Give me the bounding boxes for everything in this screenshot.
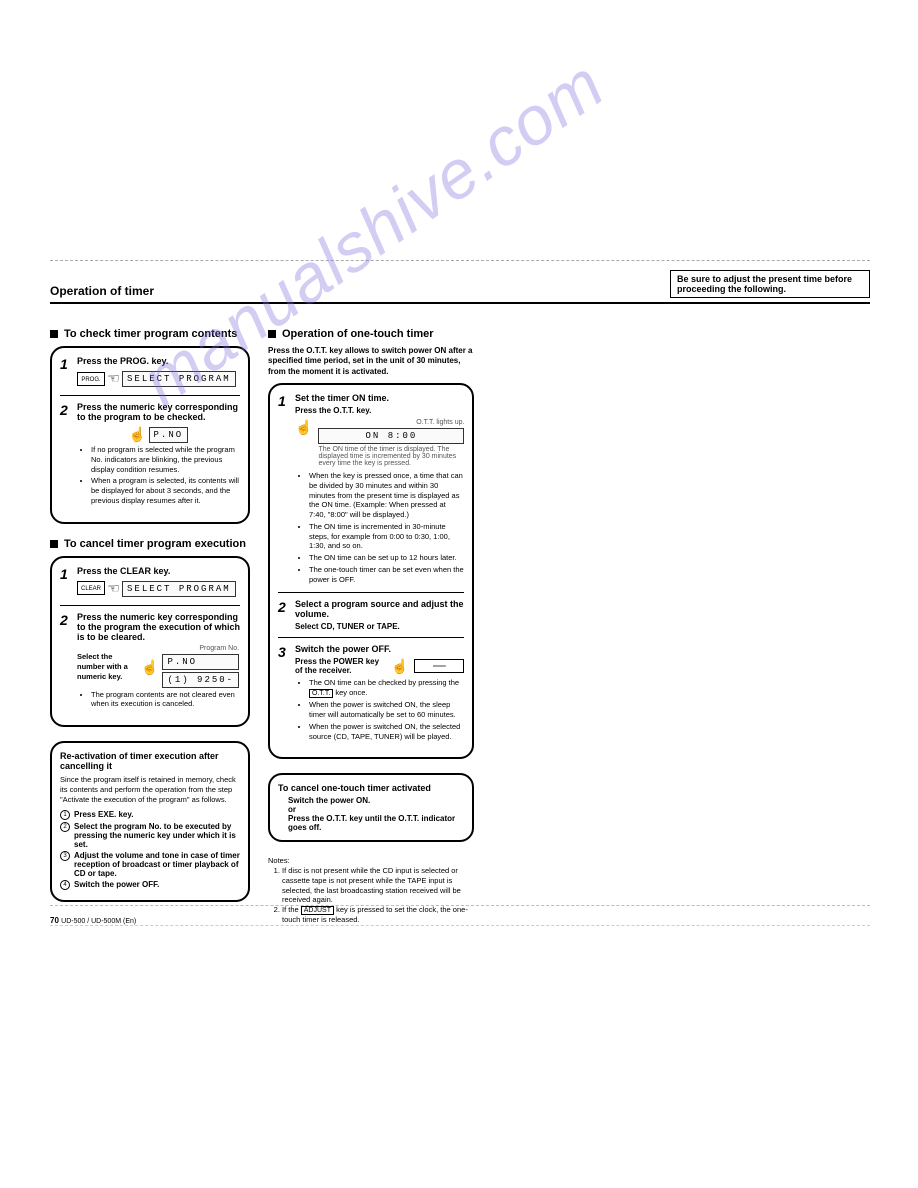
step-title: Switch the power OFF.: [295, 644, 464, 654]
cancel-line2: Press the O.T.T. key until the O.T.T. in…: [288, 814, 464, 832]
circle-number-icon: 4: [60, 880, 70, 890]
list-item: Switch the power OFF.: [74, 880, 159, 890]
list-item: Adjust the volume and tone in case of ti…: [74, 851, 240, 878]
list-item: Select the program No. to be executed by…: [74, 822, 240, 849]
reactivation-box: Re-activation of timer execution after c…: [50, 741, 250, 902]
bullet-item: The ON time can be set up to 12 hours la…: [309, 553, 464, 563]
step-title: Press the numeric key corresponding to t…: [77, 402, 240, 422]
circle-number-icon: 2: [60, 822, 70, 832]
hand-icon: ☝: [295, 419, 312, 436]
cancel-onetouch-title: To cancel one-touch timer activated: [278, 783, 464, 793]
page-footer: 70 UD-500 / UD-500M (En): [50, 916, 250, 925]
lcd-display: P.NO: [162, 654, 239, 670]
circled-list: 1 Press EXE. key. 2 Select the program No.…: [60, 810, 240, 890]
hand-icon: ☜: [107, 580, 120, 597]
square-bullet-icon: [50, 330, 58, 338]
step-title: Press the PROG. key.: [77, 356, 240, 366]
reactivation-title: Re-activation of timer execution after c…: [60, 751, 240, 771]
check-box: 1 Press the PROG. key. PROG. ☜ SELECT PR…: [50, 346, 250, 524]
right-column: Operation of one-touch timer Press the O…: [268, 322, 474, 925]
step-number: 3: [278, 644, 290, 743]
hand-icon: ☝: [391, 658, 408, 675]
step-title: Press the numeric key corresponding to t…: [77, 612, 240, 642]
section-cancel-title: To cancel timer program execution: [50, 538, 250, 550]
step-title: Press the CLEAR key.: [77, 566, 240, 576]
cancel-box: 1 Press the CLEAR key. CLEAR ☜ SELECT PR…: [50, 556, 250, 728]
section-cancel-text: To cancel timer program execution: [64, 538, 246, 550]
bullet-item: The one-touch timer can be set even when…: [309, 565, 464, 585]
circle-number-icon: 1: [60, 810, 70, 820]
bullet-item: When a program is selected, its contents…: [91, 476, 240, 505]
cancel-onetouch-box: To cancel one-touch timer activated Swit…: [268, 773, 474, 842]
note-item: If disc is not present while the CD inpu…: [282, 866, 474, 905]
square-bullet-icon: [268, 330, 276, 338]
bullet-item: When the power is switched ON, the selec…: [309, 722, 464, 742]
bullet-item: The ON time is incremented in 30-minute …: [309, 522, 464, 551]
bullet-item: When the key is pressed once, a time tha…: [309, 471, 464, 520]
bullet-list: If no program is selected while the prog…: [77, 445, 240, 506]
lcd-display: SELECT PROGRAM: [122, 371, 236, 387]
section-check-title: To check timer program contents: [50, 328, 250, 340]
lcd-display: ON 8:00: [318, 428, 464, 444]
reactivation-intro: Since the program itself is retained in …: [60, 775, 240, 804]
step-number: 1: [60, 566, 72, 599]
lcd-display: P.NO: [149, 427, 189, 443]
bullet-item: If no program is selected while the prog…: [91, 445, 240, 474]
model-text: UD-500 / UD-500M (En): [61, 918, 136, 925]
onetouch-intro: Press the O.T.T. key allows to switch po…: [268, 346, 474, 377]
step-sub: Press the POWER key of the receiver.: [295, 657, 385, 675]
cancel-line1: Switch the power ON.: [288, 796, 464, 805]
list-item: Press EXE. key.: [74, 810, 133, 820]
bullet-item: When the power is switched ON, the sleep…: [309, 700, 464, 720]
section-onetouch-text: Operation of one-touch timer: [282, 328, 434, 340]
left-column: To check timer program contents 1 Press …: [50, 322, 250, 925]
cancel-or: or: [288, 805, 464, 814]
lcd-display: (1) 9250-: [162, 672, 239, 688]
step-sub: Press the O.T.T. key.: [295, 406, 464, 415]
step-number: 1: [60, 356, 72, 389]
step-title: Select a program source and adjust the v…: [295, 599, 464, 619]
bullet-item: The program contents are not cleared eve…: [91, 690, 240, 710]
prog-no-label: Program No.: [162, 645, 239, 652]
section-onetouch-title: Operation of one-touch timer: [268, 328, 474, 340]
note-item: If the ADJUST key is pressed to set the …: [282, 905, 474, 925]
receiver-icon: ═══: [414, 659, 464, 673]
section-check-text: To check timer program contents: [64, 328, 237, 340]
clear-key-icon: CLEAR: [77, 581, 105, 595]
hand-icon: ☜: [107, 370, 120, 387]
lights-label: O.T.T. lights up.: [318, 419, 464, 426]
select-label: Select the number with a numeric key.: [77, 652, 137, 681]
circle-number-icon: 3: [60, 851, 70, 861]
step-sub: Select CD, TUNER or TAPE.: [295, 622, 464, 631]
step-number: 2: [60, 402, 72, 508]
square-bullet-icon: [50, 540, 58, 548]
ott-key-label: O.T.T.: [309, 689, 333, 698]
step-number: 2: [278, 599, 290, 631]
onetouch-box: 1 Set the timer ON time. Press the O.T.T…: [268, 383, 474, 759]
hand-icon: ☝: [129, 426, 146, 443]
step-number: 1: [278, 393, 290, 586]
prog-key-icon: PROG.: [77, 372, 105, 386]
caption: The ON time of the timer is displayed. T…: [318, 446, 464, 467]
page-number: 70: [50, 916, 59, 925]
step-title: Set the timer ON time.: [295, 393, 464, 403]
notes-block: Notes: If disc is not present while the …: [268, 856, 474, 925]
adjust-key-label: ADJUST: [301, 906, 334, 915]
hand-icon: ☝: [141, 659, 158, 676]
page-content: Operation of timer Be sure to adjust the…: [50, 270, 870, 925]
header-title: Operation of timer: [50, 284, 154, 298]
notes-title: Notes:: [268, 856, 474, 866]
lcd-display: SELECT PROGRAM: [122, 581, 236, 597]
header-note: Be sure to adjust the present time befor…: [670, 270, 870, 298]
step-number: 2: [60, 612, 72, 712]
header-row: Operation of timer Be sure to adjust the…: [50, 270, 870, 304]
bullet-item: The ON time can be checked by pressing t…: [309, 678, 464, 698]
